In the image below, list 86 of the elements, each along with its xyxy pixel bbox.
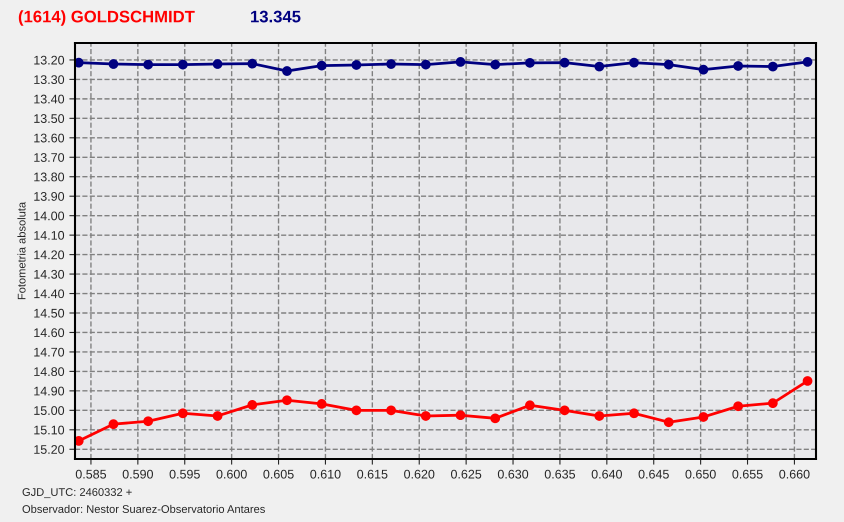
- point: [247, 58, 258, 68]
- point: [352, 60, 362, 70]
- point: [75, 436, 84, 446]
- x-tick-label: 0.615: [357, 470, 388, 479]
- point: [525, 400, 535, 410]
- point: [212, 411, 222, 421]
- point: [802, 376, 812, 386]
- point: [143, 60, 154, 70]
- point: [282, 66, 292, 76]
- point: [75, 58, 84, 68]
- text: Observador: Nestor Suarez-Observatorio Antares: [22, 504, 265, 513]
- y-tick-label: 15.20: [34, 445, 64, 454]
- x-tick-label: 0.635: [544, 470, 576, 479]
- point: [490, 60, 500, 70]
- x-tick-label: 0.610: [310, 470, 341, 479]
- point: [698, 64, 708, 75]
- y-tick-label: 14.40: [34, 289, 64, 298]
- y-tick-label: 14.90: [34, 386, 64, 396]
- x-tick-label: 0.640: [592, 470, 622, 479]
- point: [212, 59, 222, 69]
- x-tick-label: 0.650: [685, 470, 716, 479]
- point: [525, 58, 535, 68]
- point: [560, 405, 570, 416]
- y-tick-label: 13.60: [34, 134, 64, 142]
- point: [664, 60, 674, 70]
- point: [143, 416, 154, 426]
- x-tick-label: 0.595: [170, 470, 200, 479]
- point: [698, 412, 708, 422]
- point: [560, 58, 570, 68]
- x-tick-label: 0.625: [450, 470, 482, 479]
- point: [594, 411, 604, 421]
- point: [247, 400, 258, 410]
- y-axis-title: Fotometria absoluta: [17, 202, 26, 300]
- point: [178, 60, 188, 70]
- text: GJD_UTC: 2460332 +: [22, 488, 132, 498]
- y-tick-label: 13.50: [34, 114, 64, 123]
- y-tick-label: 15.10: [34, 426, 64, 434]
- y-tick-label: 14.30: [34, 270, 64, 279]
- point: [178, 408, 188, 418]
- point: [108, 419, 118, 430]
- point: [386, 59, 396, 69]
- x-tick-label: 0.620: [404, 470, 434, 479]
- point: [420, 411, 431, 421]
- y-tick-label: 14.80: [34, 367, 64, 376]
- point: [802, 57, 812, 67]
- point: [594, 62, 604, 72]
- x-tick-label: 0.585: [76, 470, 106, 479]
- point: [629, 58, 639, 68]
- y-tick-label: 15.00: [34, 406, 64, 415]
- point: [316, 399, 327, 409]
- point: [420, 60, 431, 70]
- point: [456, 57, 466, 67]
- point: [282, 395, 292, 406]
- x-tick-label: 0.605: [263, 470, 294, 479]
- y-tick-label: 14.20: [34, 250, 64, 260]
- y-tick-label: 14.60: [34, 328, 64, 338]
- point: [733, 401, 744, 412]
- point: [733, 61, 744, 71]
- y-tick-label: 13.70: [34, 153, 64, 162]
- x-tick-label: 0.645: [638, 470, 669, 479]
- y-tick-label: 13.80: [34, 172, 64, 182]
- y-tick-label: 13.20: [34, 56, 64, 65]
- point: [352, 405, 362, 416]
- y-tick-label: 13.40: [34, 94, 64, 104]
- point: [490, 413, 500, 424]
- point: [768, 62, 778, 72]
- point: [386, 405, 396, 416]
- x-tick-label: 0.600: [216, 470, 247, 479]
- y-tick-label: 14.10: [34, 230, 64, 240]
- y-tick-label: 14.50: [34, 308, 64, 318]
- chart-subtitle: 13.345: [251, 10, 301, 22]
- y-tick-label: 13.90: [34, 192, 64, 201]
- y-tick-label: 14.00: [34, 211, 64, 220]
- point: [108, 59, 118, 69]
- point: [664, 417, 674, 428]
- point: [456, 410, 466, 420]
- point: [768, 398, 778, 408]
- y-tick-label: 13.30: [34, 75, 64, 84]
- point: [629, 408, 639, 418]
- x-tick-label: 0.590: [122, 470, 153, 479]
- chart-title: (1614) GOLDSCHMIDT: [18, 10, 195, 26]
- x-tick-label: 0.630: [498, 470, 528, 479]
- y-tick-label: 14.70: [34, 348, 64, 357]
- point: [316, 60, 327, 70]
- x-tick-label: 0.655: [732, 470, 763, 479]
- x-tick-label: 0.660: [779, 470, 810, 479]
